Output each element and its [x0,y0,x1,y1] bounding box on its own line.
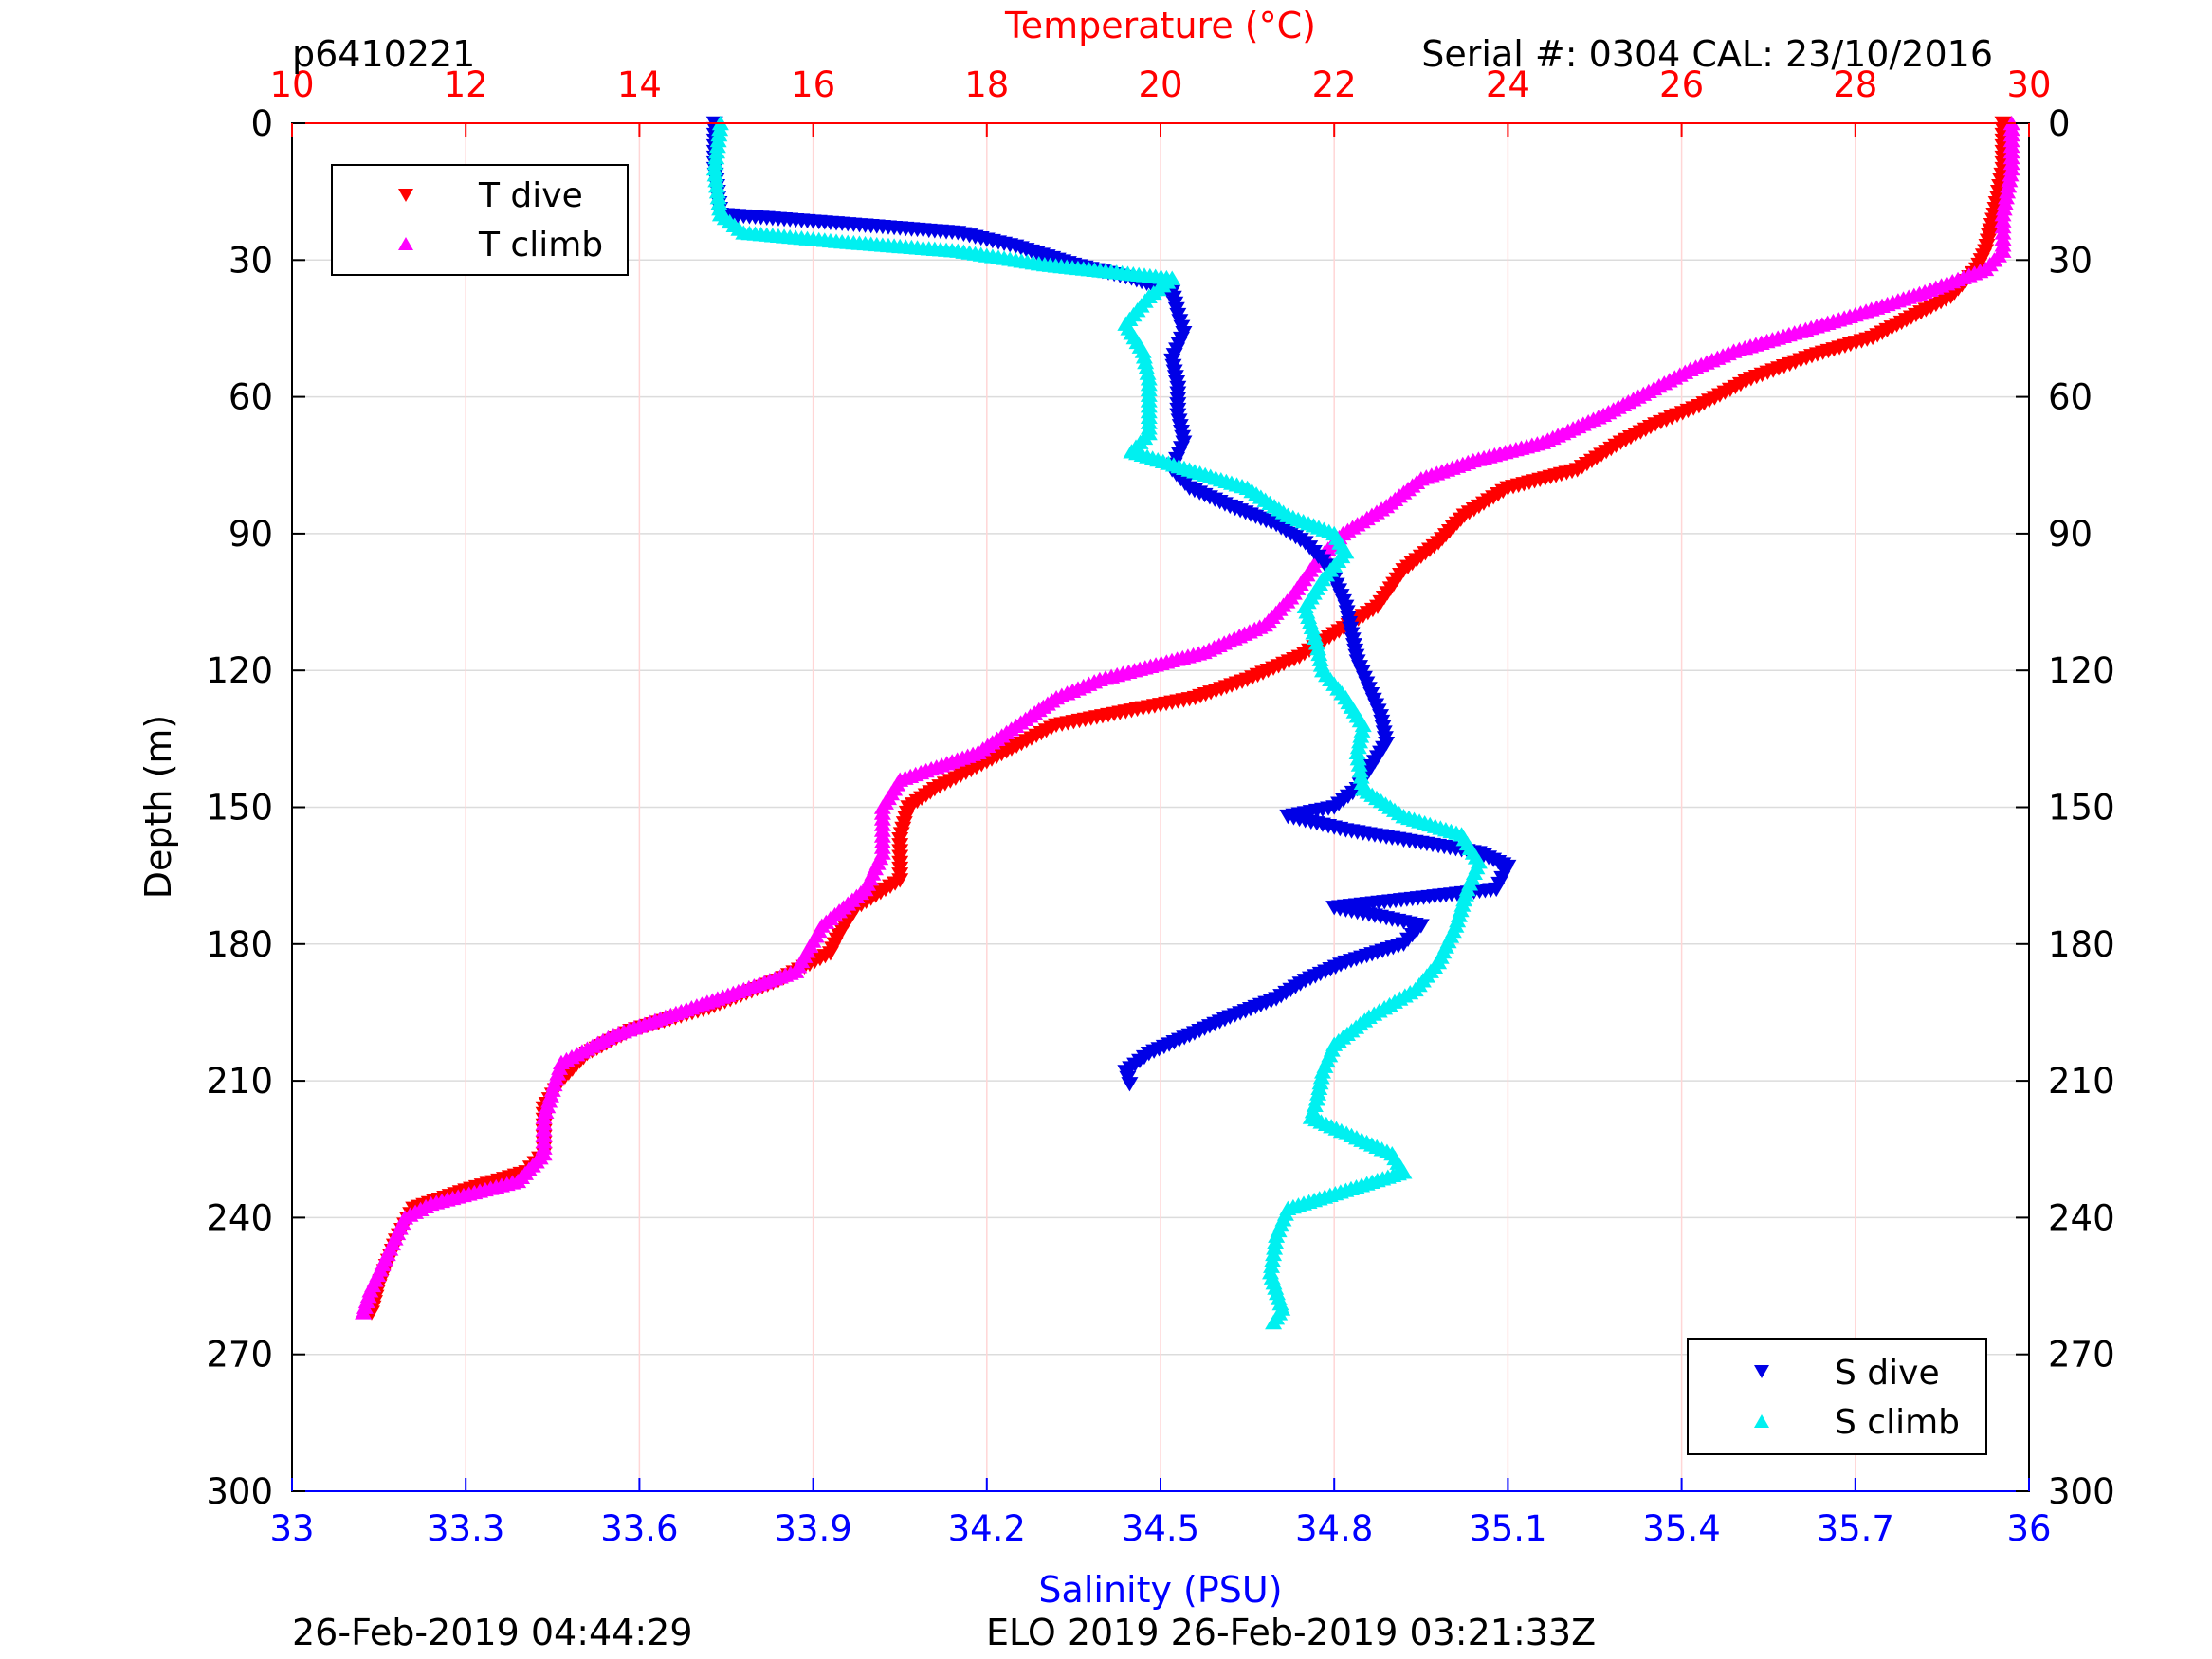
depth-tick-label-right: 240 [2048,1197,2115,1238]
depth-tick-label-left: 210 [206,1061,273,1102]
depth-tick-label-right: 270 [2048,1335,2115,1376]
temperature-tick-label: 14 [617,64,662,105]
legend-marker-s-dive [1754,1365,1769,1378]
serial-cal: Serial #: 0304 CAL: 23/10/2016 [1421,33,1993,75]
depth-tick-label-left: 120 [206,650,273,691]
legend-marker-s-climb [1754,1414,1769,1428]
grid [291,122,2030,1492]
temperature-tick-label: 28 [1833,64,1877,105]
salinity-tick-label: 34.8 [1295,1508,1373,1549]
temperature-tick-label: 22 [1312,64,1357,105]
glider-id: p6410221 [292,33,475,75]
data-marker [1353,775,1371,791]
depth-tick-label-right: 90 [2048,514,2093,555]
depth-tick-label-right: 300 [2048,1471,2115,1512]
data-marker [1995,201,2013,216]
salinity-tick-label: 34.5 [1122,1508,1199,1549]
mission-label: ELO 2019 26-Feb-2019 03:21:33Z [986,1612,1596,1653]
depth-tick-label-right: 0 [2048,103,2071,144]
depth-tick-label-left: 90 [229,514,273,555]
temperature-tick-label: 16 [791,64,835,105]
data-marker [1997,190,2015,205]
data-marker [1266,1240,1284,1255]
temperature-tick-label: 24 [1486,64,1530,105]
data-marker [2002,161,2020,176]
plot-data [355,115,2020,1330]
data-marker [1348,744,1366,759]
salinity-tick-label: 35.1 [1469,1508,1546,1549]
data-marker [1350,757,1368,772]
data-marker [1265,1314,1283,1330]
data-marker [1996,195,2014,210]
legend-label-s-dive: S dive [1835,1354,1940,1393]
data-marker [355,1304,373,1320]
data-marker [1267,1233,1285,1249]
series-t-dive [362,116,2012,1321]
data-marker [1265,1246,1283,1262]
salinity-tick-label: 35.4 [1642,1508,1720,1549]
legend-marker-t-climb [398,237,413,250]
data-marker [1351,762,1369,778]
salinity-tick-label: 33.6 [600,1508,678,1549]
data-marker [1352,769,1370,784]
temperature-legend: T dive T climb [331,164,629,276]
depth-tick-label-right: 180 [2048,924,2115,965]
depth-tick-label-left: 270 [206,1335,273,1376]
temperature-tick-label: 26 [1659,64,1704,105]
depth-axis-label: Depth (m) [137,715,179,900]
depth-tick-label-right: 60 [2048,377,2093,418]
data-marker [2001,173,2019,188]
depth-tick-label-left: 300 [206,1471,273,1512]
salinity-tick-label: 33.9 [774,1508,851,1549]
data-marker [2002,167,2020,182]
salinity-axis-label: Salinity (PSU) [1038,1569,1282,1611]
data-marker [1999,184,2017,199]
depth-tick-label-left: 30 [229,240,273,281]
temperature-tick-label: 12 [444,64,488,105]
plot-timestamp: 26-Feb-2019 04:44:29 [292,1612,693,1653]
data-marker [2000,178,2018,193]
depth-tick-label-right: 210 [2048,1061,2115,1102]
salinity-legend-box [1687,1338,1987,1455]
salinity-tick-label: 35.7 [1817,1508,1894,1549]
legend-marker-t-dive [398,189,413,202]
salinity-tick-label: 34.2 [948,1508,1026,1549]
legend-label-t-dive: T dive [478,176,583,215]
data-marker [1263,1258,1281,1273]
depth-tick-label-right: 150 [2048,788,2115,829]
depth-tick-label-left: 150 [206,788,273,829]
salinity-legend: S dive S climb [1687,1338,1987,1455]
data-marker [1268,1228,1286,1243]
depth-tick-label-right: 120 [2048,650,2115,691]
data-marker [1349,751,1367,766]
series-s-climb [705,115,1488,1330]
temperature-tick-label: 30 [2006,64,2051,105]
temperature-tick-label: 18 [964,64,1009,105]
salinity-tick-label: 36 [2006,1508,2051,1549]
temperature-axis-label: Temperature (°C) [1004,5,1316,46]
depth-tick-label-left: 240 [206,1197,273,1238]
temperature-legend-box [331,164,629,276]
series-t-climb [355,115,2020,1320]
data-marker [1121,1077,1139,1092]
salinity-tick-label: 33.3 [427,1508,504,1549]
depth-tick-label-left: 0 [250,103,273,144]
depth-tick-label-left: 180 [206,924,273,965]
series-s-dive [705,116,1517,1092]
data-marker [1264,1252,1282,1267]
legend-label-s-climb: S climb [1835,1403,1960,1442]
depth-tick-label-left: 60 [229,377,273,418]
temperature-tick-label: 20 [1138,64,1182,105]
salinity-tick-label: 33 [269,1508,314,1549]
legend-label-t-climb: T climb [478,226,603,264]
temperature-tick-label: 10 [269,64,314,105]
depth-tick-label-right: 30 [2048,240,2093,281]
